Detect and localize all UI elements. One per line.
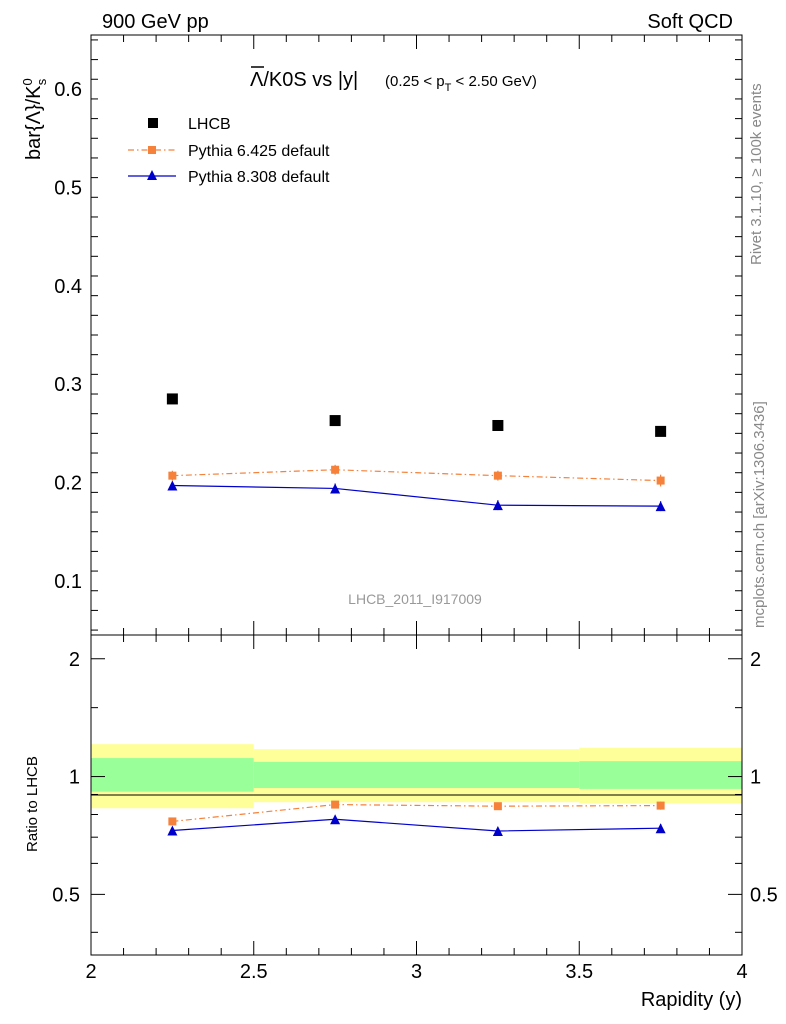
ratio-y-axis-label: Ratio to LHCB: [24, 756, 41, 852]
lhcb-point: [166, 393, 178, 405]
main-y-tick-labels: 0.1 0.2 0.3 0.4 0.5 0.6: [54, 79, 82, 593]
main-y-tick-label: 0.2: [54, 473, 82, 495]
main-y-tick-label: 0.3: [54, 374, 82, 396]
x-tick-labels: 2 2.5 3 3.5 4: [85, 961, 747, 983]
energy-label: 900 GeV pp: [102, 11, 209, 33]
ratio-pythia8-line: [172, 818, 661, 832]
ratio-band-inner: [579, 761, 742, 789]
pythia8-point: [492, 500, 503, 511]
process-label: Soft QCD: [647, 11, 733, 33]
ratio-y-tick-label: 0.5: [52, 884, 80, 906]
legend-marker-lhcb: [148, 118, 158, 128]
lhcb-point: [329, 415, 341, 427]
pythia6-point: [168, 471, 177, 480]
x-tick-label: 2.5: [240, 961, 268, 983]
pythia6-line: [172, 469, 661, 482]
mcplots-label: mcplots.cern.ch [arXiv:1306.3436]: [751, 401, 768, 628]
legend-marker-pythia6: [148, 146, 156, 154]
ratio-y-tick-label-right: 0.5: [750, 884, 778, 906]
ratio-band-inner: [416, 761, 580, 788]
main-series-layer: [166, 393, 667, 512]
main-panel: 0.1 0.2 0.3 0.4 0.5 0.6 bar{Λ}/K0s Λ/K0S vs |…: [20, 34, 743, 636]
main-title-cut: (0.25 < pT < 2.50 GeV): [385, 73, 537, 94]
legend-marker-pythia8: [147, 170, 157, 180]
ratio-pythia8-point: [167, 825, 178, 836]
main-title: Λ/K0S vs |y|: [250, 69, 358, 91]
x-axis-label: Rapidity (y): [641, 989, 742, 1011]
ratio-bands: [91, 744, 742, 809]
ratio-y-tick-label: 2: [69, 649, 80, 671]
pythia8-point: [655, 501, 666, 512]
lhcb-point: [655, 425, 667, 437]
main-y-tick-label: 0.1: [54, 571, 82, 593]
ratio-pythia6-point: [493, 802, 502, 811]
ratio-pythia6-point: [168, 817, 177, 826]
x-tick-label: 4: [736, 961, 747, 983]
ratio-pythia6-line: [172, 803, 661, 823]
pythia8-point: [330, 483, 341, 494]
x-tick-label: 3.5: [565, 961, 593, 983]
ratio-series-layer: [167, 800, 666, 836]
x-tick-label: 3: [411, 961, 422, 983]
ratio-frame: [90, 634, 743, 956]
ratio-pythia8-point: [492, 825, 503, 836]
ratio-y-tick-label: 1: [69, 767, 80, 789]
main-y-tick-label: 0.5: [54, 177, 82, 199]
main-y-tick-label: 0.6: [54, 79, 82, 101]
pythia6-point: [656, 476, 665, 485]
ratio-pythia8-point: [655, 823, 666, 834]
ratio-band-inner: [253, 761, 417, 788]
ratio-pythia8-point: [330, 814, 341, 825]
legend-label-pythia6: Pythia 6.425 default: [188, 143, 330, 160]
x-tick-label: 2: [85, 961, 96, 983]
legend-label-lhcb: LHCB: [188, 116, 231, 133]
pythia6-point: [493, 471, 502, 480]
ratio-y-tick-label-right: 1: [750, 767, 761, 789]
ratio-y-tick-label-right: 2: [750, 649, 761, 671]
pythia6-point: [331, 465, 340, 474]
legend: LHCB Pythia 6.425 default Pythia 8.308 d…: [128, 116, 330, 186]
pythia8-line: [172, 484, 661, 507]
ratio-panel: 0.5 0.5 1 1 2 2 2 2.5 3 3.5 4 Ratio to LHCB Rapid…: [24, 634, 778, 1011]
lhcb-point: [492, 419, 504, 431]
ratio-band-inner: [91, 758, 254, 792]
analysis-tag: LHCB_2011_I917009: [348, 591, 482, 607]
ratio-y-tick-labels: 0.5 0.5 1 1 2 2: [52, 649, 778, 907]
main-y-axis-label: bar{Λ}/K0s: [20, 78, 49, 160]
legend-label-pythia8: Pythia 8.308 default: [188, 169, 330, 186]
rivet-label: Rivet 3.1.10, ≥ 100k events: [748, 83, 765, 265]
ratio-pythia6-point: [331, 800, 340, 809]
ratio-pythia6-point: [656, 801, 665, 810]
ratio-ticks: [90, 635, 743, 955]
main-y-tick-label: 0.4: [54, 276, 82, 298]
pythia8-point: [167, 480, 178, 491]
